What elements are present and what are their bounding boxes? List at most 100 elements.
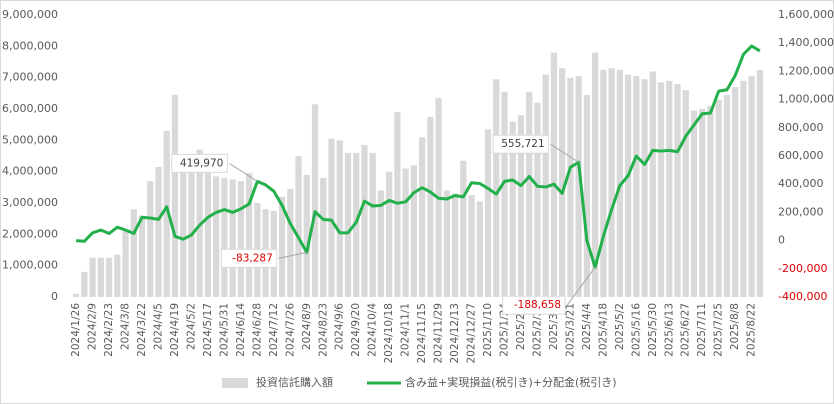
- bar: [476, 201, 483, 297]
- line-series: [75, 44, 761, 269]
- bar: [369, 152, 376, 297]
- x-tick-label: 2024/6/14: [235, 303, 247, 357]
- bar: [105, 257, 113, 297]
- bar: [657, 82, 665, 297]
- data-label: 555,721: [501, 138, 544, 150]
- bar: [484, 129, 492, 297]
- bar: [756, 69, 764, 297]
- bar: [509, 121, 516, 298]
- bar: [740, 80, 747, 297]
- bar: [89, 257, 96, 297]
- x-tick-label: 2024/12/13: [449, 303, 461, 364]
- bar: [633, 76, 640, 297]
- bar: [418, 137, 426, 297]
- x-tick-label: 2024/3/8: [120, 303, 132, 350]
- bar: [410, 165, 418, 297]
- bar: [311, 104, 319, 297]
- bar: [171, 94, 179, 298]
- bar: [451, 193, 459, 297]
- leader-line: [566, 266, 596, 306]
- bar: [501, 91, 508, 298]
- bar: [641, 79, 648, 297]
- y-tick-label: 1,000,000: [2, 259, 58, 272]
- x-tick-label: 2024/7/26: [284, 303, 296, 357]
- bar: [583, 94, 591, 298]
- bar: [237, 181, 245, 297]
- bar: [649, 71, 656, 298]
- bar: [204, 170, 212, 297]
- bar: [534, 102, 541, 297]
- bar: [344, 152, 352, 297]
- bar: [715, 99, 722, 297]
- x-tick-label: 2025/4/4: [581, 303, 593, 350]
- y-tick-label: 3,000,000: [2, 196, 58, 209]
- bar: [386, 171, 393, 297]
- x-tick-label: 2025/3/21: [564, 303, 576, 357]
- x-tick-label: 2025/7/25: [713, 303, 725, 357]
- x-tick-label: 2024/11/1: [400, 303, 412, 357]
- y2-tick-label: 1,600,000: [778, 8, 834, 21]
- legend-label: 含み益+実現損益(税引き)+分配金(税引き): [405, 375, 617, 389]
- x-tick-label: 2024/9/6: [334, 303, 346, 350]
- bar: [287, 188, 294, 297]
- x-tick-label: 2024/7/12: [268, 303, 280, 357]
- y-tick-label: 0: [51, 290, 58, 303]
- y2-tick-label: 400,000: [778, 177, 824, 190]
- x-tick-label: 2024/11/29: [433, 303, 445, 364]
- leader-line: [229, 162, 258, 182]
- y-tick-label: 4,000,000: [2, 165, 58, 178]
- bar: [575, 76, 582, 297]
- data-label: -188,658: [514, 299, 561, 311]
- bar: [732, 87, 739, 297]
- bar: [303, 174, 310, 297]
- x-tick-label: 2024/4/5: [153, 303, 165, 350]
- bar: [147, 181, 154, 297]
- data-label: 419,970: [180, 157, 223, 169]
- legend-label: 投資信託購入額: [256, 375, 333, 389]
- y2-tick-label: 1,200,000: [778, 64, 834, 77]
- bar: [559, 68, 566, 298]
- bar: [674, 83, 681, 297]
- x-tick-label: 2025/5/16: [630, 303, 642, 357]
- bar: [336, 140, 343, 297]
- bar: [328, 138, 335, 297]
- bar: [377, 190, 385, 297]
- y2-tick-label: 1,000,000: [778, 93, 834, 106]
- bar: [320, 177, 327, 297]
- leader-line: [278, 251, 307, 259]
- legend-swatch: [222, 378, 248, 388]
- bar: [188, 156, 195, 297]
- bar: [163, 130, 170, 297]
- bar: [723, 94, 731, 298]
- y2-tick-label: 200,000: [778, 205, 824, 218]
- x-tick-label: 2024/12/27: [466, 303, 478, 364]
- x-tick-label: 2024/6/28: [251, 303, 263, 357]
- bar: [180, 159, 187, 297]
- x-tick-label: 2024/9/20: [350, 303, 362, 357]
- bar: [493, 79, 500, 297]
- x-tick-label: 2025/6/27: [680, 303, 692, 357]
- x-tick-label: 2024/5/17: [202, 303, 214, 357]
- bar: [468, 195, 475, 297]
- y-tick-label: 6,000,000: [2, 102, 58, 115]
- y-tick-label: 2,000,000: [2, 227, 58, 240]
- bar: [72, 293, 80, 297]
- bar: [353, 152, 360, 297]
- x-tick-label: 2025/5/30: [647, 303, 659, 357]
- x-tick-label: 2024/5/2: [185, 303, 197, 350]
- y2-tick-label: 1,400,000: [778, 36, 834, 49]
- data-label-box: [171, 153, 228, 173]
- x-tick-label: 2025/4/18: [597, 303, 609, 357]
- x-tick-label: 2024/3/22: [136, 303, 148, 357]
- data-label-box: [492, 134, 550, 154]
- x-tick-label: 2024/5/31: [218, 303, 230, 357]
- bar: [707, 105, 714, 297]
- x-tick-label: 2025/7/11: [696, 303, 708, 357]
- bar: [122, 231, 129, 297]
- bar: [361, 145, 368, 297]
- bar: [427, 116, 434, 297]
- bar: [155, 166, 162, 297]
- bar: [567, 77, 574, 298]
- y-tick-label: 5,000,000: [2, 133, 58, 146]
- x-tick-label: 2024/1/26: [70, 303, 82, 357]
